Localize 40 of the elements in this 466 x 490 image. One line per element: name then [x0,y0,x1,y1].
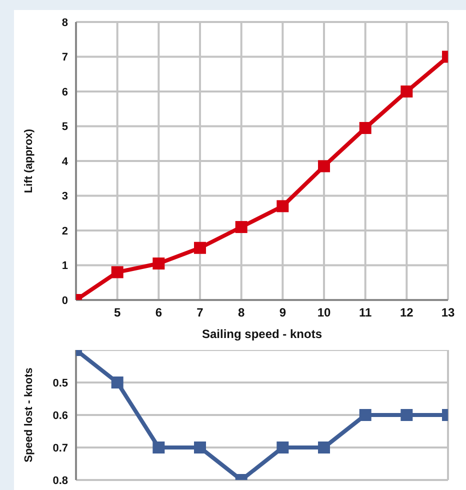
point [276,442,289,454]
x-tick-label: 13 [441,306,455,320]
y-tick-label: 6 [62,86,68,98]
point [152,258,165,270]
y-tick-label: 0.6 [52,410,68,422]
x-tick-label: 5 [114,306,121,320]
y-axis-title: Speed lost - knots [22,368,35,462]
x-tick-label: 9 [279,306,286,320]
y-tick-label: 3 [62,190,68,203]
y-tick-label: 8 [62,16,68,29]
y-tick-label: 1 [62,260,68,272]
x-axis-title: Sailing speed - knots [202,327,322,341]
x-tick-label: 10 [317,306,331,320]
y-tick-label: 7 [62,52,68,64]
point [318,442,330,454]
point [400,409,413,421]
point [111,376,124,388]
x-tick-label: 6 [155,306,162,320]
point [359,122,372,134]
y-tick-label: 0.7 [52,442,68,454]
point [235,221,248,234]
y-tick-label: 0.5 [52,377,68,390]
y-axis-title: Lift (approx) [22,128,35,194]
x-tick-label: 8 [238,306,245,320]
x-tick-label: 7 [196,306,204,320]
point [194,242,206,254]
x-tick-label: 11 [358,306,372,320]
y-tick-label: 5 [62,121,68,134]
y-tick-label: 2 [62,225,68,238]
y-tick-label: 0.8 [52,474,68,487]
point [276,200,289,212]
y-tick-label: 4 [62,156,69,168]
x-tick-label: 12 [400,306,414,320]
y-tick-label: 0 [62,294,68,307]
point [400,86,413,98]
point [318,160,330,172]
point [111,266,124,278]
point [152,442,165,454]
point [359,409,372,421]
point [194,442,206,454]
